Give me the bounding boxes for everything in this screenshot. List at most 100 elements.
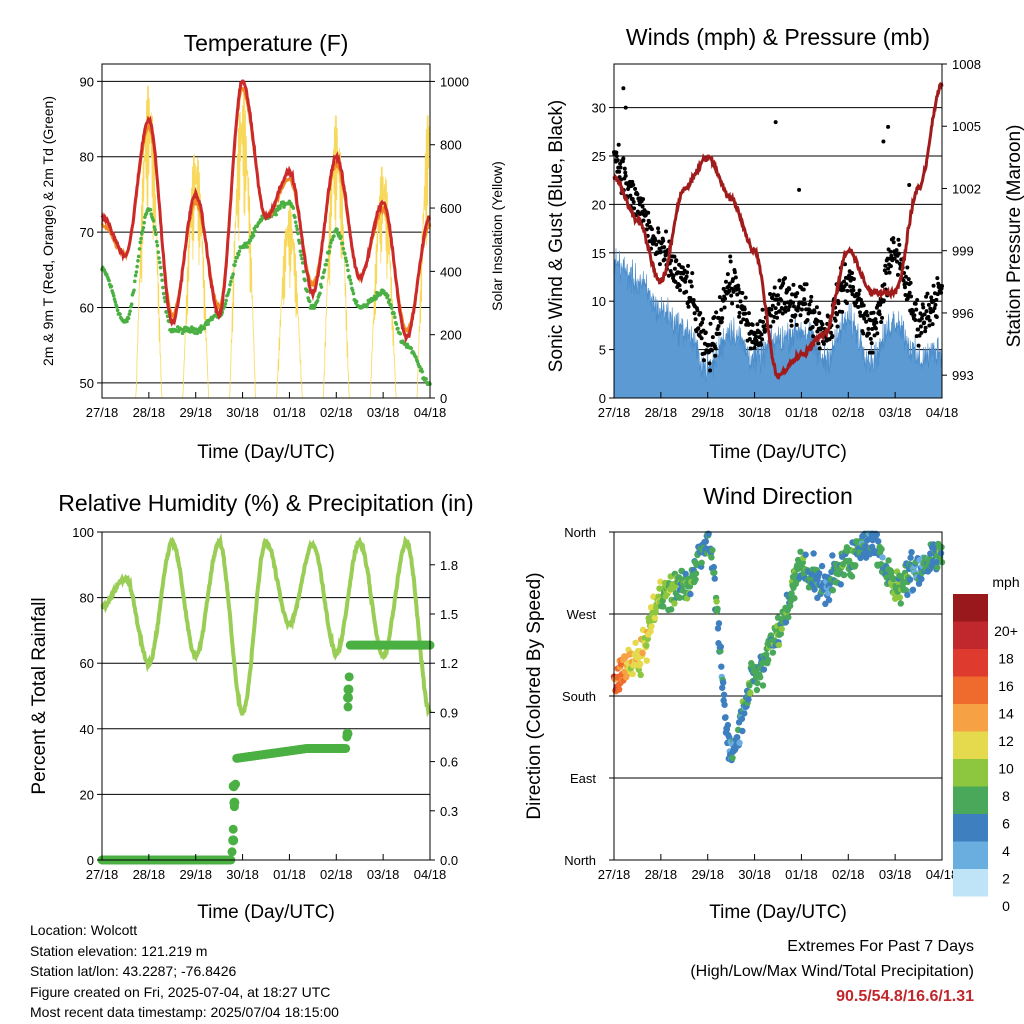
gust-point <box>760 337 765 342</box>
dewpoint-point <box>113 300 118 304</box>
dewpoint-point <box>136 254 141 259</box>
dewpoint-point <box>115 308 120 313</box>
direction-point <box>734 734 741 741</box>
gust-point <box>689 284 694 289</box>
gust-point <box>881 298 886 303</box>
direction-point <box>907 554 914 561</box>
dewpoint-point <box>118 312 122 317</box>
gust-point <box>794 322 799 327</box>
direction-ylabel-left: Direction (Colored By Speed) <box>524 572 545 819</box>
gust-point <box>783 305 788 310</box>
direction-point <box>774 614 782 621</box>
y2-tick-label: 0.0 <box>440 853 458 868</box>
x-tick-label: 03/18 <box>367 405 400 420</box>
temperature-panel: Temperature (F) 50 60 70 80 90 0 200 400 600 800 1… <box>40 30 505 463</box>
gust-point <box>701 317 706 322</box>
gust-point <box>922 320 927 325</box>
gust-point <box>891 240 896 245</box>
direction-point <box>897 600 904 607</box>
gust-point <box>631 200 636 205</box>
x-tick-label: 01/18 <box>273 867 306 882</box>
dewpoint-point <box>301 269 306 274</box>
direction-point <box>615 686 623 693</box>
gust-point <box>930 322 935 327</box>
humidity-ylabel-left: Percent & Total Rainfall <box>29 597 50 794</box>
precip-point <box>343 684 354 695</box>
direction-point <box>759 682 767 689</box>
gust-point <box>902 285 907 290</box>
gust-point <box>934 297 939 302</box>
gust-point <box>771 319 776 324</box>
gust-point <box>733 275 738 280</box>
x-tick-label: 03/18 <box>879 867 912 882</box>
x-tick-label: 28/18 <box>645 405 678 420</box>
dewpoint-point <box>303 278 307 283</box>
gust-point <box>790 300 795 305</box>
gust-point <box>935 292 940 297</box>
gust-point <box>895 259 900 264</box>
direction-point <box>791 595 798 602</box>
gust-point <box>932 306 937 311</box>
dewpoint-point <box>137 247 142 251</box>
direction-point <box>643 657 650 664</box>
gust-point <box>889 253 894 258</box>
gust-point <box>641 218 646 223</box>
dewpoint-point <box>330 237 335 242</box>
gust-point <box>706 343 711 348</box>
humidity-line <box>100 533 432 718</box>
gust-point <box>710 335 715 340</box>
direction-point <box>687 590 694 598</box>
gust-point <box>817 346 822 351</box>
gust-point <box>623 173 628 178</box>
gust-point <box>873 317 878 322</box>
extremes-subheading: (High/Low/Max Wind/Total Precipitation) <box>690 963 974 980</box>
dewpoint-point <box>293 215 297 220</box>
gust-point <box>616 142 621 147</box>
gust-point <box>865 313 870 318</box>
gust-point <box>742 307 747 312</box>
x-tick-label: 30/18 <box>738 405 771 420</box>
dewpoint-point <box>307 299 312 304</box>
gust-point <box>918 324 923 329</box>
dewpoint-point <box>245 245 250 249</box>
y-tick-label: South <box>562 689 596 704</box>
direction-point <box>709 546 716 554</box>
direction-point <box>825 596 833 604</box>
gust-point <box>691 298 696 303</box>
gust-point <box>647 220 652 225</box>
gust-point <box>835 312 840 317</box>
dewpoint-point <box>161 291 166 296</box>
dewpoint-point <box>329 241 333 245</box>
gust-point <box>631 182 636 187</box>
gust-point <box>672 254 677 259</box>
gust-point <box>707 361 712 366</box>
gust-point <box>783 276 788 281</box>
gust-point <box>908 280 913 285</box>
dewpoint-point <box>389 306 394 310</box>
gust-point <box>919 330 924 335</box>
direction-point <box>829 587 837 594</box>
gust-point <box>927 323 932 328</box>
legend-swatch <box>953 814 988 842</box>
x-tick-label: 29/18 <box>691 405 724 420</box>
temp-2m-line <box>100 79 431 344</box>
gust-point <box>841 287 846 292</box>
gust-point <box>759 332 764 337</box>
dewpoint-point <box>346 268 350 273</box>
gust-point <box>886 124 891 129</box>
dewpoint-point <box>236 252 241 257</box>
gust-point <box>656 230 661 235</box>
gust-point <box>851 288 856 293</box>
dewpoint-point <box>294 224 299 228</box>
legend-swatch <box>953 841 988 869</box>
dewpoint-point <box>351 291 356 296</box>
gust-point <box>649 227 654 232</box>
humidity-axis-ticks: 0 20 40 60 80 100 0.0 0.3 0.6 0.9 1.2 1.5 1.8 27/18 28… <box>72 525 458 882</box>
gust-point <box>787 287 792 292</box>
gust-point <box>698 311 703 316</box>
y2-tick-label: 1005 <box>952 119 981 134</box>
gust-point <box>857 288 862 293</box>
gust-point <box>894 248 899 253</box>
direction-point <box>632 639 639 646</box>
gust-point <box>728 259 733 264</box>
